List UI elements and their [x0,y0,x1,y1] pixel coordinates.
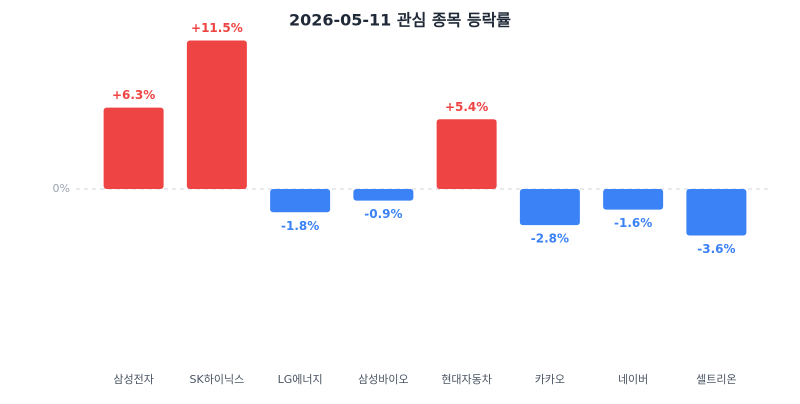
x-tick-label: 삼성바이오 [358,373,409,386]
bar [519,189,580,226]
x-tick-label: 셀트리온 [696,373,736,386]
chart-title: 2026-05-11 관심 종목 등락률 [289,11,511,30]
bar [186,40,247,190]
bar [603,189,664,210]
value-label: +11.5% [191,21,243,35]
bar [270,189,331,213]
x-tick-label: 네이버 [618,373,648,386]
bar [436,119,497,189]
x-tick-label: SK하이닉스 [190,372,245,386]
x-tick-label: 현대자동차 [441,373,492,386]
value-label: -0.9% [364,207,402,221]
value-label: +5.4% [445,100,488,114]
value-label: -3.6% [697,242,735,256]
bar [353,189,414,201]
x-tick-label: 카카오 [535,373,565,386]
value-label: -2.8% [531,232,569,246]
value-label: -1.8% [281,219,319,233]
bar [686,189,747,236]
y-tick-label: 0% [53,182,70,195]
value-label: -1.6% [614,216,652,230]
x-tick-label: LG에너지 [278,373,323,386]
value-label: +6.3% [112,88,155,102]
x-tick-label: 삼성전자 [113,373,153,386]
bar [103,107,164,189]
